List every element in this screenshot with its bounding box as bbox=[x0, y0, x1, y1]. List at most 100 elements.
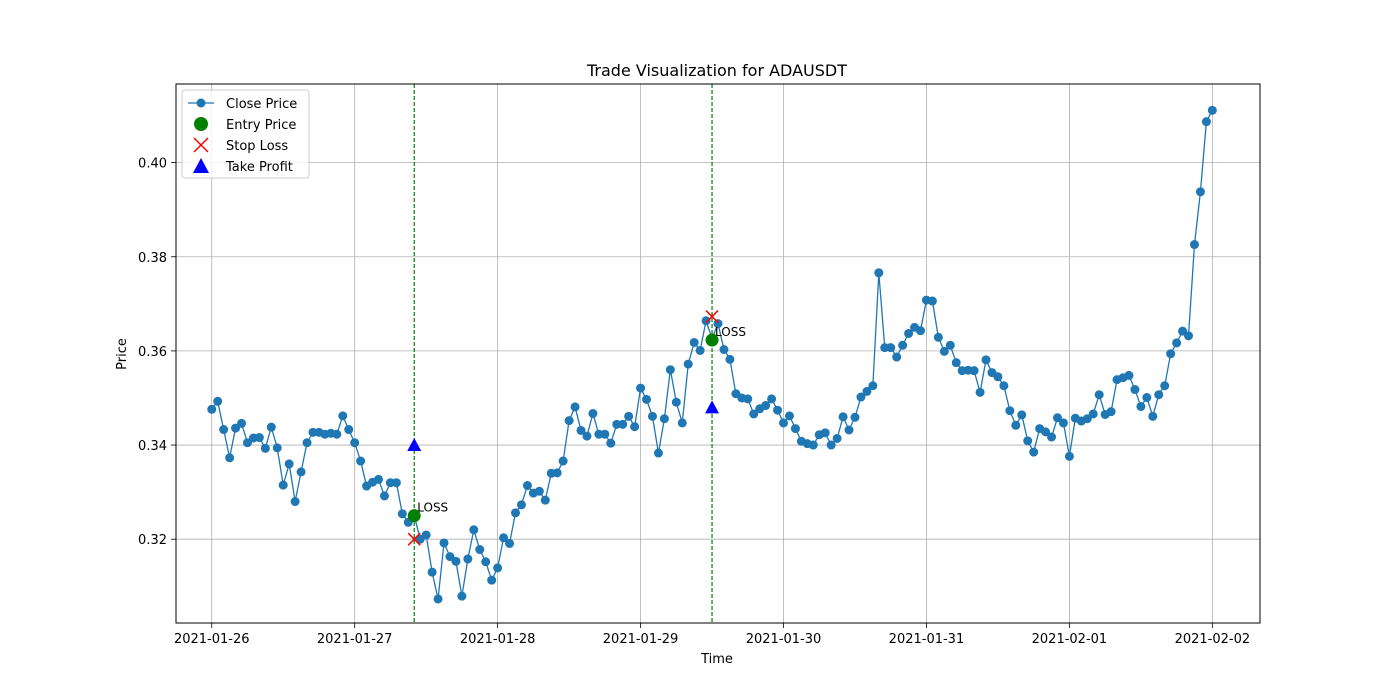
close-price-point bbox=[933, 332, 943, 342]
close-price-point bbox=[999, 381, 1009, 391]
entry-price-marker bbox=[705, 333, 719, 347]
y-tick-label: 0.32 bbox=[138, 533, 167, 548]
close-price-point bbox=[1142, 393, 1152, 403]
x-tick-label: 2021-02-02 bbox=[1175, 632, 1251, 647]
legend-label: Take Profit bbox=[225, 160, 293, 175]
close-price-point bbox=[516, 500, 526, 510]
close-price-point bbox=[927, 296, 937, 306]
close-price-point bbox=[749, 409, 759, 419]
legend-take-profit-swatch bbox=[193, 158, 209, 173]
close-price-point bbox=[642, 394, 652, 404]
close-price-point bbox=[356, 456, 366, 466]
close-price-point bbox=[850, 412, 860, 422]
close-price-point bbox=[784, 411, 794, 421]
close-price-point bbox=[659, 414, 669, 424]
close-price-point bbox=[469, 525, 479, 535]
legend-box bbox=[181, 89, 310, 179]
close-price-point bbox=[439, 538, 449, 548]
close-price-point bbox=[1052, 413, 1062, 423]
legend: Close Price Entry Price Stop Loss Take Prof… bbox=[181, 89, 310, 179]
close-price-point bbox=[886, 343, 896, 353]
close-price-point bbox=[1088, 409, 1098, 419]
close-price-point bbox=[838, 412, 848, 422]
close-price-point bbox=[1029, 447, 1039, 457]
close-price-point bbox=[278, 480, 288, 490]
legend-stop-loss-swatch bbox=[193, 137, 209, 153]
close-price-point bbox=[945, 340, 955, 350]
close-price-point bbox=[344, 425, 354, 435]
close-price-point bbox=[332, 429, 342, 439]
close-price-point bbox=[1106, 407, 1116, 417]
close-price-point bbox=[493, 563, 503, 573]
close-price-point bbox=[1160, 381, 1170, 391]
close-price-point bbox=[237, 418, 247, 428]
close-price-point bbox=[1184, 331, 1194, 341]
close-price-point bbox=[266, 422, 276, 432]
close-price-point bbox=[636, 383, 646, 393]
close-price-point bbox=[892, 352, 902, 362]
close-price-point bbox=[1136, 401, 1146, 411]
close-price-point bbox=[213, 396, 223, 406]
stop-loss-marker bbox=[705, 310, 719, 324]
legend-x-stroke bbox=[193, 137, 209, 153]
close-price-point bbox=[1005, 406, 1015, 416]
close-price-point bbox=[898, 340, 908, 350]
close-price-point bbox=[1064, 451, 1074, 461]
close-price-point bbox=[260, 443, 270, 453]
plot-frame bbox=[175, 83, 1261, 624]
close-price-point bbox=[1189, 240, 1199, 250]
close-price-point bbox=[856, 392, 866, 402]
chart-title: Trade Visualization for ADAUSDT bbox=[586, 61, 847, 80]
y-tick-label: 0.38 bbox=[138, 251, 167, 266]
close-price-point bbox=[588, 409, 598, 419]
close-price-point bbox=[576, 425, 586, 435]
close-price-point bbox=[665, 365, 675, 375]
y-tick-label: 0.34 bbox=[138, 439, 167, 454]
trade-result-label: LOSS bbox=[715, 325, 746, 339]
close-price-point bbox=[975, 387, 985, 397]
close-price-point bbox=[969, 366, 979, 376]
close-price-point bbox=[951, 358, 961, 368]
close-price-point bbox=[391, 478, 401, 488]
entry-price-marker bbox=[407, 509, 421, 523]
trade-result-label: LOSS bbox=[417, 501, 448, 515]
close-price-point bbox=[475, 545, 485, 555]
x-tick-label: 2021-01-26 bbox=[174, 632, 250, 647]
close-price-point bbox=[630, 422, 640, 432]
close-price-point bbox=[773, 405, 783, 415]
close-price-point bbox=[761, 401, 771, 411]
close-price-point bbox=[701, 316, 711, 326]
close-price-point bbox=[290, 497, 300, 507]
close-price-point bbox=[826, 440, 836, 450]
close-price-point bbox=[767, 394, 777, 404]
close-price-point bbox=[1154, 390, 1164, 400]
close-price-point bbox=[1130, 385, 1140, 395]
close-price-point bbox=[284, 459, 294, 469]
stop-loss-marker bbox=[407, 532, 421, 546]
y-tick-label: 0.40 bbox=[138, 157, 167, 172]
close-price-point bbox=[540, 495, 550, 505]
close-price-point bbox=[713, 319, 723, 329]
close-price-point bbox=[534, 486, 544, 496]
x-tick-label: 2021-01-29 bbox=[603, 632, 679, 647]
close-price-point bbox=[564, 416, 574, 426]
close-price-point bbox=[350, 438, 360, 448]
close-price-point bbox=[570, 402, 580, 412]
close-price-point bbox=[1094, 390, 1104, 400]
close-price-point bbox=[939, 346, 949, 356]
close-price-point bbox=[916, 326, 926, 336]
close-price-point bbox=[379, 491, 389, 501]
close-price-point bbox=[904, 328, 914, 338]
close-price-point bbox=[874, 268, 884, 278]
close-price-point bbox=[600, 429, 610, 439]
close-price-point bbox=[719, 345, 729, 354]
close-price-point bbox=[832, 433, 842, 443]
close-price-point bbox=[207, 404, 217, 414]
legend-entry-swatch bbox=[194, 117, 208, 131]
close-price-point bbox=[296, 467, 306, 477]
close-price-point bbox=[725, 354, 735, 364]
close-price-point bbox=[624, 411, 634, 421]
close-price-point bbox=[499, 533, 509, 543]
close-price-point bbox=[743, 394, 753, 404]
legend-dot-swatch bbox=[196, 98, 206, 108]
